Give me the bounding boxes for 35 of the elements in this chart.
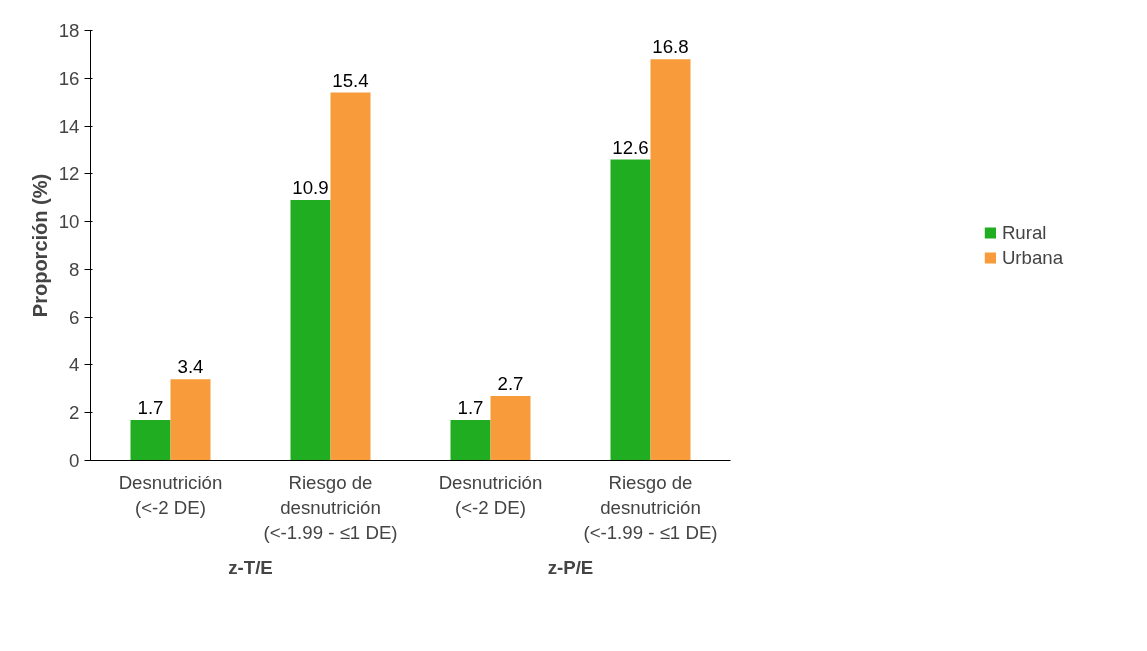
y-tick-label: 0 — [69, 450, 80, 471]
data-label: 3.4 — [177, 356, 204, 378]
y-tick-label: 6 — [69, 306, 80, 328]
legend-label: Urbana — [1001, 246, 1064, 269]
data-label: 10.9 — [292, 177, 329, 199]
legend-label: Rural — [1001, 221, 1047, 244]
bar — [450, 419, 491, 461]
data-label: 16.8 — [652, 36, 689, 58]
text: z-T/E — [228, 556, 273, 578]
y-axis-title: Proporción (%) — [28, 173, 51, 318]
y-tick-label: 16 — [58, 67, 80, 89]
bar — [490, 396, 531, 461]
x-tick-label: Desnutrición (<-2 DE) — [438, 471, 543, 518]
data-label: 1.7 — [137, 396, 164, 418]
bar — [330, 92, 371, 461]
bar — [130, 419, 171, 461]
y-tick-label: 2 — [69, 402, 80, 424]
data-label: 12.6 — [612, 136, 649, 158]
y-tick-label: 10 — [58, 211, 80, 233]
data-label: 1.7 — [457, 396, 484, 418]
y-tick-label: 18 — [58, 20, 80, 41]
text: z-P/E — [547, 556, 594, 578]
x-tick-label: Riesgo de desnutrición (<-1.99 - ≤1 DE) — [583, 471, 718, 543]
x-tick-label: Desnutrición (<-2 DE) — [118, 471, 223, 518]
y-tick-label: 12 — [58, 163, 80, 185]
bar — [610, 159, 651, 461]
bar — [650, 59, 691, 461]
y-tick-label: 8 — [69, 258, 80, 280]
y-tick-label: 4 — [69, 354, 80, 376]
data-label: 15.4 — [332, 69, 369, 91]
bar — [170, 379, 211, 461]
y-tick-label: 14 — [58, 115, 80, 137]
x-tick-label: Riesgo de desnutrición (<-1.99 - ≤1 DE) — [263, 471, 398, 543]
bar — [290, 200, 331, 461]
data-label: 2.7 — [497, 373, 524, 394]
